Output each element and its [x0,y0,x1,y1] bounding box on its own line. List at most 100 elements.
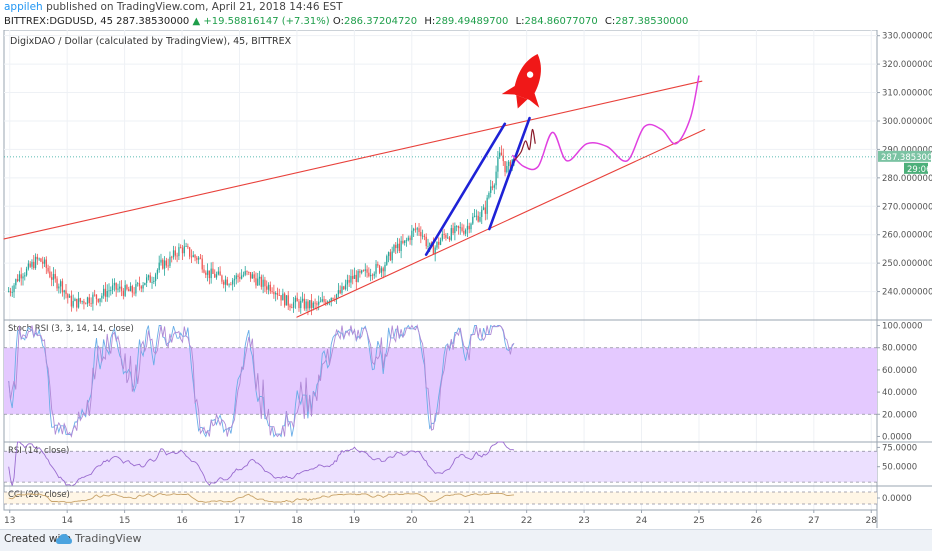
candle [321,291,323,303]
candle [192,251,194,258]
candle [362,269,365,272]
candle [258,270,261,286]
candle-body [475,215,478,217]
candle-body [393,245,395,252]
candle-body [45,259,47,268]
x-tick-label: 14 [61,516,73,526]
candle-body [210,268,212,279]
candle-body [486,197,488,214]
candle-body [339,290,341,294]
candle [418,223,420,237]
candle [205,270,207,279]
candle-body [77,298,80,308]
candle-body [76,298,78,308]
countdown-tag [904,162,928,174]
candle [124,280,126,298]
candle-body [27,263,30,269]
candle-body [493,185,495,188]
candle-body [448,237,451,240]
candle-body [68,295,71,298]
candle-body [362,270,365,272]
published-text: published on TradingView.com, April 21, … [46,1,343,13]
candle-body [396,243,399,249]
candle-body [149,275,151,283]
candle-body [232,280,234,285]
candle-body [464,229,467,234]
candle-body [43,259,46,264]
candle-body [361,270,363,273]
flagpole-right-line [488,116,531,231]
candle-body [350,275,352,283]
candle-body [314,302,316,304]
low-value: 284.86077070 [524,16,598,27]
candle [491,180,494,191]
close-key: C: [604,16,616,27]
candle [421,229,424,240]
candle [169,251,171,268]
candle [396,237,399,254]
candle [203,264,205,274]
candle [457,225,460,235]
candle [94,289,96,297]
candle-body [418,228,420,233]
candle [472,212,474,226]
candle-body [495,171,497,186]
candle-body [507,161,510,167]
candle [138,276,141,291]
rocket-icon [501,53,541,109]
tradingview-logo[interactable]: TradingView [56,532,141,545]
candle [126,283,128,291]
candle-body [468,225,470,230]
indicator-line [8,441,515,487]
candle [359,268,361,278]
candle [233,275,236,287]
candle-body [291,307,293,309]
candle-body [214,273,216,278]
candle [246,270,248,276]
candle [285,295,288,306]
candle-body [58,286,60,289]
indicator-tick-label: 60.0000 [882,366,917,376]
x-tick-label: 21 [463,516,474,526]
candle-body [398,243,400,251]
candle [269,281,271,294]
candle [219,266,221,276]
candle [128,286,130,292]
candle [409,235,411,245]
candle-body [244,271,246,275]
candle [493,183,495,195]
candle [142,282,144,293]
candle [477,211,479,223]
candle-body [380,268,383,273]
candle-body [283,293,286,306]
candle-body [502,155,504,162]
candle [479,211,481,223]
candle [484,200,486,221]
candle-body [133,292,135,294]
indicator-tick-label: 75.0000 [882,443,917,453]
x-tick-label: 28 [866,516,878,526]
candle-body [375,264,377,274]
symbol-label[interactable]: BITTREX:DGDUSD, 45 [4,16,113,27]
chart-area[interactable]: 13 14 15 16 17 18 19 20 21 22 23 24 25 26 27 28 330.0000… [0,30,932,528]
indicator-tick-label: 80.0000 [882,344,917,354]
indicator-tick-label: 0.0000 [882,432,912,442]
candle-body [280,295,282,301]
author-link[interactable]: appileh [4,1,43,13]
candle [423,233,426,241]
candle-body [128,289,130,292]
candle [58,283,60,294]
candle [196,255,198,264]
candle-body [187,246,189,248]
indicator-line [8,492,515,503]
candle [8,287,10,293]
candle-body [377,264,379,266]
indicator-band [4,451,877,483]
indicator-name: Stoch RSI (3, 3, 14, 14, close) [8,324,134,334]
candle [210,262,212,284]
high-key: H: [424,16,436,27]
candle-body [16,279,19,282]
candle [113,278,116,292]
candle-body [40,258,42,262]
candle-body [54,274,56,279]
